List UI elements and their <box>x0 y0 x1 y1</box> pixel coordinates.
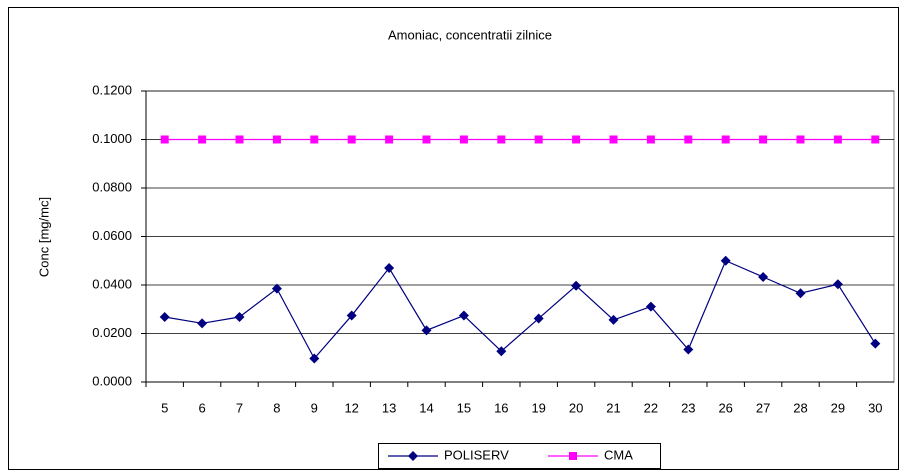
point <box>645 301 656 312</box>
point <box>198 135 207 144</box>
point <box>758 271 769 282</box>
x-tick-label: 13 <box>382 400 396 415</box>
point <box>272 135 281 144</box>
y-tick-label: 0.1000 <box>92 131 132 146</box>
point <box>235 135 244 144</box>
x-tick-label: 20 <box>569 400 583 415</box>
x-tick-label: 5 <box>161 400 168 415</box>
point <box>496 346 507 357</box>
point <box>421 325 432 336</box>
x-tick-label: 15 <box>457 400 471 415</box>
y-tick-label: 0.0400 <box>92 276 132 291</box>
point <box>683 344 694 355</box>
legend-box <box>378 443 661 469</box>
point <box>459 135 468 144</box>
x-tick-label: 8 <box>273 400 280 415</box>
point <box>385 135 394 144</box>
point <box>160 135 169 144</box>
y-axis-label: Conc [mg/mc] <box>36 197 51 277</box>
point <box>197 318 208 329</box>
y-tick-label: 0.0600 <box>92 228 132 243</box>
x-tick-label: 12 <box>344 400 358 415</box>
x-tick-label: 7 <box>236 400 243 415</box>
point <box>234 312 245 323</box>
x-tick-label: 27 <box>756 400 770 415</box>
point <box>720 255 731 266</box>
x-tick-label: 21 <box>606 400 620 415</box>
point <box>870 338 881 349</box>
point <box>159 312 170 323</box>
legend-label: POLISERV <box>444 447 509 462</box>
point <box>309 353 320 364</box>
point <box>832 279 843 290</box>
x-tick-label: 30 <box>868 400 882 415</box>
x-tick-label: 14 <box>419 400 433 415</box>
x-tick-label: 22 <box>644 400 658 415</box>
point <box>833 135 842 144</box>
point <box>721 135 730 144</box>
point <box>795 288 806 299</box>
point <box>759 135 768 144</box>
chart-title: Amoniac, concentratii zilnice <box>388 27 552 42</box>
point <box>458 310 469 321</box>
point <box>310 135 319 144</box>
legend-marker <box>408 451 418 461</box>
x-tick-label: 29 <box>831 400 845 415</box>
point <box>608 314 619 325</box>
point <box>646 135 655 144</box>
point <box>796 135 805 144</box>
point <box>347 135 356 144</box>
x-tick-label: 26 <box>718 400 732 415</box>
x-tick-label: 6 <box>198 400 205 415</box>
x-tick-label: 23 <box>681 400 695 415</box>
point <box>571 280 582 291</box>
x-tick-label: 9 <box>311 400 318 415</box>
point <box>871 135 880 144</box>
legend-label: CMA <box>604 447 633 462</box>
y-tick-label: 0.0800 <box>92 179 132 194</box>
point <box>534 135 543 144</box>
legend-marker <box>569 452 577 460</box>
point <box>684 135 693 144</box>
x-tick-label: 19 <box>531 400 545 415</box>
y-tick-label: 0.1200 <box>92 82 132 97</box>
x-tick-label: 28 <box>793 400 807 415</box>
y-tick-label: 0.0000 <box>92 373 132 388</box>
point <box>271 283 282 294</box>
point <box>609 135 618 144</box>
point <box>346 310 357 321</box>
series-line <box>164 259 876 360</box>
y-tick-label: 0.0200 <box>92 325 132 340</box>
point <box>533 313 544 324</box>
point <box>422 135 431 144</box>
point <box>384 263 395 274</box>
point <box>572 135 581 144</box>
point <box>497 135 506 144</box>
x-tick-label: 16 <box>494 400 508 415</box>
